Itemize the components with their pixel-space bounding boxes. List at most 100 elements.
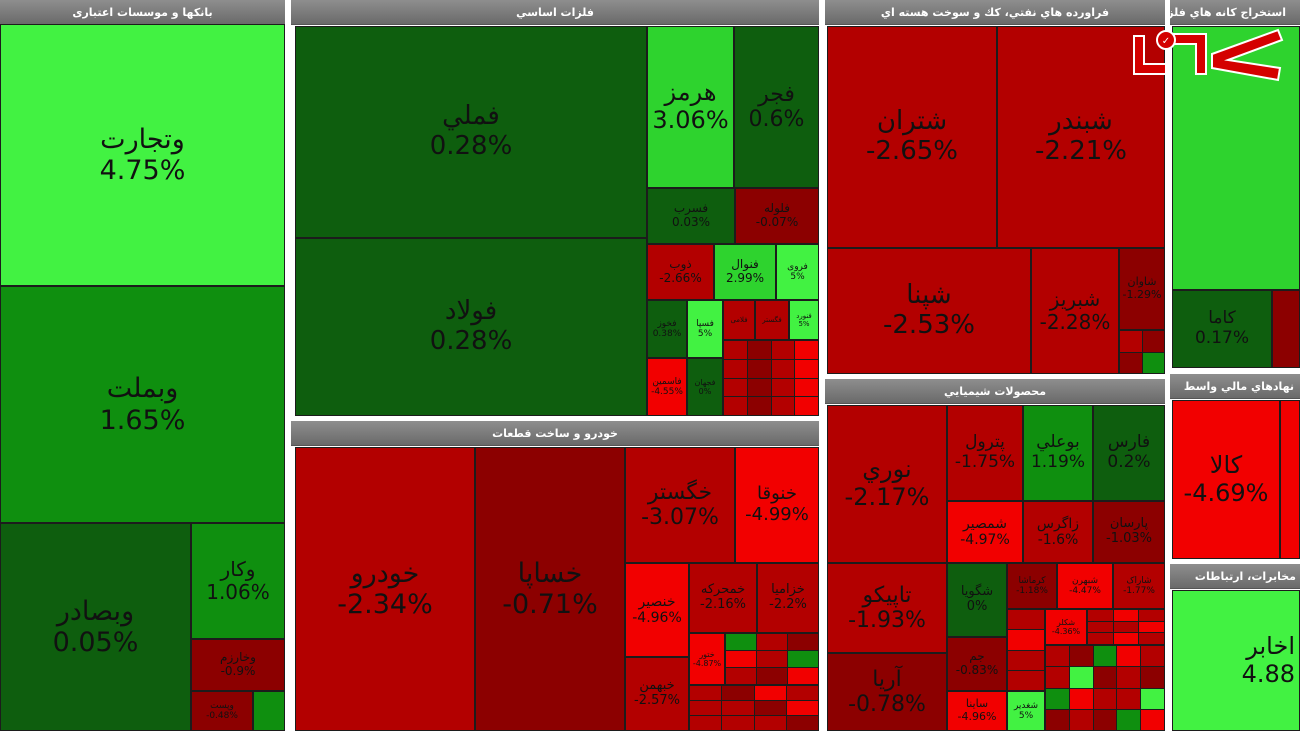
- tile-parsan[interactable]: پارسان -1.03%: [1093, 501, 1165, 563]
- small-tile[interactable]: [771, 378, 795, 397]
- tile-shbehran[interactable]: شبهرن -4.47%: [1057, 563, 1113, 609]
- small-tile[interactable]: [1141, 688, 1164, 709]
- tile-shabriz[interactable]: شبریز -2.28%: [1031, 248, 1119, 374]
- small-tile[interactable]: [1008, 610, 1044, 630]
- small-tile[interactable]: [726, 634, 756, 650]
- small-tile[interactable]: [747, 341, 771, 359]
- small-tile[interactable]: [726, 668, 756, 684]
- small-tile[interactable]: [690, 716, 722, 730]
- tile-khnovga[interactable]: خنوقا -4.99%: [735, 447, 819, 563]
- small-tile[interactable]: [754, 686, 786, 700]
- tile-aria[interactable]: آريا -0.78%: [827, 653, 947, 731]
- tile-fasmin[interactable]: فاسمين -4.55%: [647, 358, 687, 416]
- small-tile[interactable]: [795, 378, 818, 397]
- small-tile[interactable]: [724, 359, 747, 378]
- small-tile[interactable]: [795, 341, 818, 359]
- small-tile[interactable]: [1120, 352, 1142, 373]
- small-tile[interactable]: [1113, 621, 1139, 633]
- small-tile[interactable]: [1008, 630, 1044, 650]
- small-tile[interactable]: [1142, 331, 1164, 352]
- tile-feloleh[interactable]: فلوله -0.07%: [735, 188, 819, 244]
- small-tile[interactable]: [1139, 633, 1164, 644]
- small-tile[interactable]: [1069, 667, 1093, 688]
- small-tile[interactable]: [1046, 667, 1069, 688]
- tile-cut-red[interactable]: [1272, 290, 1300, 368]
- tile-jam[interactable]: جم -0.83%: [947, 637, 1007, 691]
- small-tile[interactable]: [771, 359, 795, 378]
- tile-sharak[interactable]: شاراک -1.77%: [1113, 563, 1165, 609]
- tile-khodro[interactable]: خودرو -2.34%: [295, 447, 475, 731]
- tile-vkharazm[interactable]: وخارزم -0.9%: [191, 639, 285, 691]
- tile-petrol[interactable]: پترول -1.75%: [947, 405, 1023, 501]
- tile-small[interactable]: [253, 691, 285, 731]
- tile-shepna[interactable]: شپنا -2.53%: [827, 248, 1031, 374]
- small-tile[interactable]: [722, 686, 754, 700]
- small-tile[interactable]: [690, 701, 722, 715]
- small-tile[interactable]: [1139, 610, 1164, 621]
- tile-fespa[interactable]: فسپا 5%: [687, 300, 723, 358]
- small-tile[interactable]: [747, 378, 771, 397]
- small-tile[interactable]: [1093, 709, 1117, 730]
- tile-zagros[interactable]: زاگرس -1.6%: [1023, 501, 1093, 563]
- small-tile[interactable]: [1046, 688, 1069, 709]
- tile-fajr[interactable]: فجر 0.6%: [734, 26, 819, 188]
- tile-shkolor[interactable]: شکلر -4.36%: [1045, 609, 1087, 645]
- tile-kermasha[interactable]: کرماشا -1.18%: [1007, 563, 1057, 609]
- tile-felami[interactable]: فلامی: [723, 300, 755, 340]
- tile-saina[interactable]: ساينا -4.96%: [947, 691, 1007, 731]
- tile-shgoya[interactable]: شگویا 0%: [947, 563, 1007, 637]
- small-tile[interactable]: [1046, 709, 1069, 730]
- tile-bouali[interactable]: بوعلي 1.19%: [1023, 405, 1093, 501]
- tile-fegostar[interactable]: فگستر: [755, 300, 789, 340]
- tile-shemsir[interactable]: شمصير -4.97%: [947, 501, 1023, 563]
- small-tile[interactable]: [724, 378, 747, 397]
- small-tile[interactable]: [1069, 646, 1093, 667]
- small-tile[interactable]: [1141, 709, 1164, 730]
- small-tile[interactable]: [724, 397, 747, 415]
- tile-khsapa[interactable]: خساپا -0.71%: [475, 447, 625, 731]
- tile-kala[interactable]: کالا -4.69%: [1172, 400, 1280, 559]
- small-tile[interactable]: [747, 397, 771, 415]
- small-tile[interactable]: [757, 651, 787, 667]
- small-tile[interactable]: [771, 397, 795, 415]
- tile-fanval[interactable]: فنوال 2.99%: [714, 244, 776, 300]
- small-tile[interactable]: [724, 341, 747, 359]
- small-tile[interactable]: [1113, 633, 1139, 644]
- small-tile[interactable]: [1088, 633, 1113, 644]
- tile-shavan[interactable]: شاوان -1.29%: [1119, 248, 1165, 330]
- small-tile[interactable]: [1117, 667, 1141, 688]
- tile-shatran[interactable]: شتران -2.65%: [827, 26, 997, 248]
- tile-khmoharreke[interactable]: خمحرکه -2.16%: [689, 563, 757, 633]
- small-tile[interactable]: [757, 668, 787, 684]
- small-tile[interactable]: [1008, 670, 1044, 690]
- tile-hormoz[interactable]: هرمز 3.06%: [647, 26, 734, 188]
- tile-fejahan[interactable]: فجهان 0%: [687, 358, 723, 416]
- tile-shghadir[interactable]: شغدير 5%: [1007, 691, 1045, 731]
- small-tile[interactable]: [795, 397, 818, 415]
- small-tile[interactable]: [1117, 709, 1141, 730]
- tile-akhaber[interactable]: اخابر 4.88: [1172, 590, 1300, 731]
- small-tile[interactable]: [757, 634, 787, 650]
- small-tile[interactable]: [1088, 610, 1113, 621]
- tile-fenavard[interactable]: فنورد 5%: [789, 300, 819, 340]
- small-tile[interactable]: [1141, 667, 1164, 688]
- small-tile[interactable]: [754, 716, 786, 730]
- small-tile[interactable]: [771, 341, 795, 359]
- small-tile[interactable]: [1093, 646, 1117, 667]
- small-tile[interactable]: [722, 716, 754, 730]
- small-tile[interactable]: [722, 701, 754, 715]
- small-tile[interactable]: [795, 359, 818, 378]
- tile-khzamia[interactable]: خزامیا -2.2%: [757, 563, 819, 633]
- tile-noori[interactable]: نوري -2.17%: [827, 405, 947, 563]
- tile-tapiko[interactable]: تاپيکو -1.93%: [827, 563, 947, 653]
- small-tile[interactable]: [788, 634, 818, 650]
- tile-vbemellat[interactable]: وبملت 1.65%: [0, 286, 285, 523]
- small-tile[interactable]: [1117, 688, 1141, 709]
- small-tile[interactable]: [1141, 646, 1164, 667]
- small-tile[interactable]: [1093, 688, 1117, 709]
- small-tile[interactable]: [786, 686, 818, 700]
- tile-kama[interactable]: کاما 0.17%: [1172, 290, 1272, 368]
- small-tile[interactable]: [1117, 646, 1141, 667]
- tile-vkar[interactable]: وکار 1.06%: [191, 523, 285, 639]
- tile-farvi[interactable]: فروی 5%: [776, 244, 819, 300]
